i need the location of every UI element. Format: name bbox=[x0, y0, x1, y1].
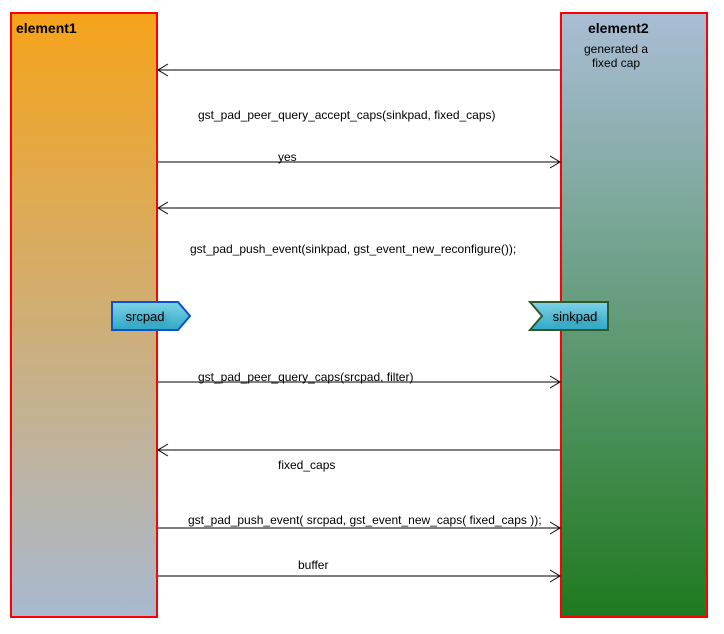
message-label-2: yes bbox=[278, 150, 297, 164]
message-label-4: gst_pad_push_event(sinkpad, gst_event_ne… bbox=[190, 242, 516, 256]
diagram-canvas: element1 element2 generated a fixed cap … bbox=[0, 0, 724, 634]
message-label-5: gst_pad_peer_query_caps(srcpad, filter) bbox=[198, 370, 413, 384]
message-label-7: gst_pad_push_event( srcpad, gst_event_ne… bbox=[188, 513, 542, 527]
message-label-8: buffer bbox=[298, 558, 328, 572]
message-label-1: gst_pad_peer_query_accept_caps(sinkpad, … bbox=[198, 108, 496, 122]
message-label-6: fixed_caps bbox=[278, 458, 335, 472]
message-arrows bbox=[0, 0, 724, 634]
